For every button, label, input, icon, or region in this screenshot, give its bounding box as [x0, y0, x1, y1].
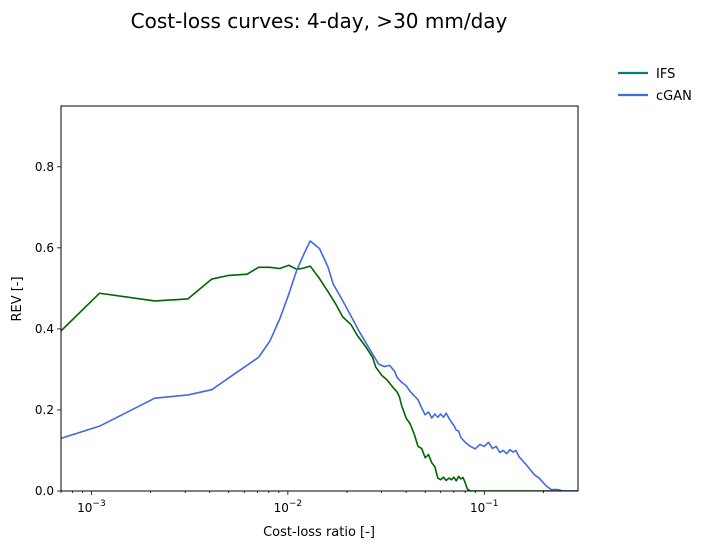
plot-area: [60, 105, 579, 492]
y-tick-label: 0.0: [35, 484, 54, 498]
y-axis: 0.0 0.2 0.4 0.6 0.8: [35, 160, 61, 498]
x-tick-label: 10−2: [274, 499, 303, 515]
x-tick-label: 10−1: [470, 499, 499, 515]
legend-label-cgan: cGAN: [656, 89, 692, 104]
x-axis-label: Cost-loss ratio [-]: [263, 525, 375, 540]
series-line-ifs: [61, 264, 578, 491]
legend-label-ifs: IFS: [656, 67, 675, 82]
y-tick-label: 0.8: [35, 160, 54, 174]
y-axis-label: REV [-]: [10, 276, 25, 321]
y-tick-label: 0.6: [35, 241, 54, 255]
plot-frame: [60, 105, 579, 492]
legend: IFS cGAN: [618, 67, 692, 104]
x-tick-label: 10−3: [77, 499, 106, 515]
y-tick-label: 0.2: [35, 403, 54, 417]
y-tick-label: 0.4: [35, 322, 54, 336]
x-axis: 10−3 10−2 10−1: [60, 491, 544, 515]
series-line-cgan: [61, 240, 578, 491]
chart-title: Cost-loss curves: 4-day, >30 mm/day: [131, 9, 508, 33]
